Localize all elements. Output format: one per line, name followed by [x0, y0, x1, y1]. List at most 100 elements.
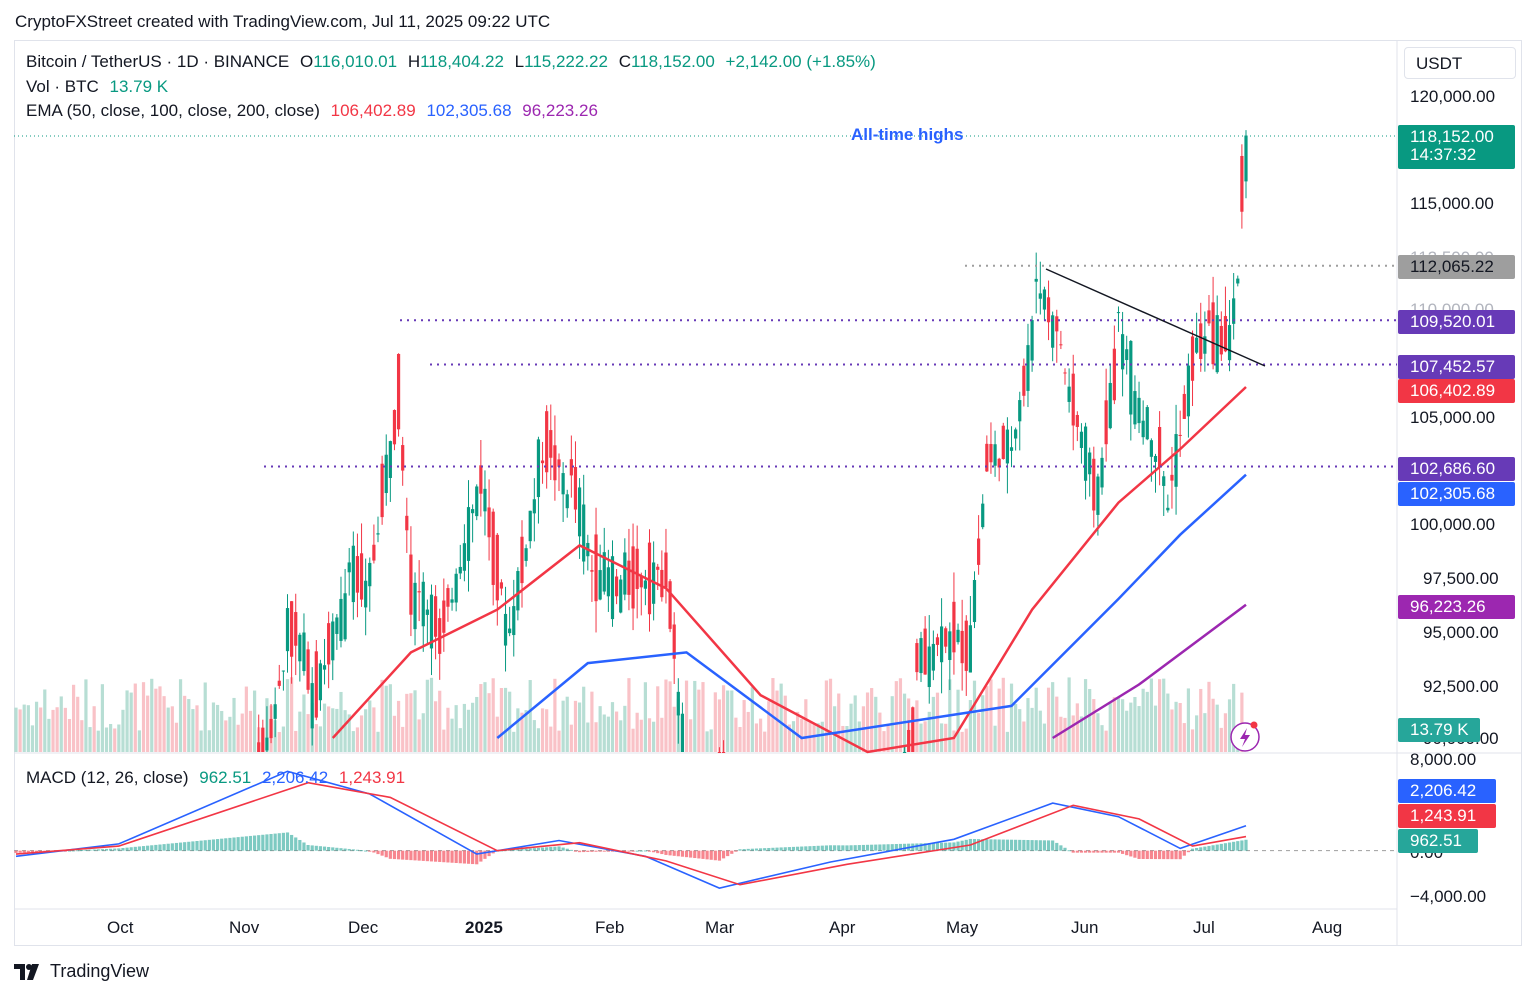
- candle-body: [660, 569, 664, 598]
- candle-body: [1059, 344, 1063, 346]
- macd-hist-bar: [602, 850, 606, 852]
- candle-body: [277, 680, 281, 686]
- macd-hist-bar: [121, 848, 125, 851]
- macd-hist-bar: [178, 842, 183, 851]
- macd-hist-bar: [277, 833, 281, 851]
- volume-bar: [347, 714, 351, 752]
- volume-bar: [51, 709, 55, 752]
- macd-title[interactable]: MACD (12, 26, close): [26, 768, 189, 787]
- volume-bar: [553, 678, 557, 752]
- volume-bar: [154, 688, 158, 752]
- macd-hist-bar: [248, 835, 253, 851]
- candle-body: [598, 570, 602, 600]
- candle-body: [1219, 325, 1223, 355]
- volume-bar: [968, 700, 972, 752]
- macd-hist-bar: [532, 848, 536, 851]
- annotation-all-time-highs[interactable]: All-time highs: [851, 125, 963, 144]
- volume-bar: [1063, 717, 1067, 752]
- currency-unit-button[interactable]: USDT: [1404, 47, 1516, 79]
- macd-line-label: 2,206.42: [1398, 779, 1496, 803]
- volume-bar: [491, 678, 495, 752]
- macd-hist-bar: [948, 842, 952, 851]
- candle-body: [931, 643, 935, 671]
- volume-bar: [726, 690, 730, 752]
- ema-line: [496, 473, 1247, 740]
- candle-body: [1190, 336, 1195, 381]
- volume-bar: [878, 712, 882, 752]
- volume-bar: [701, 682, 705, 752]
- candle-body: [343, 593, 347, 640]
- macd-hist-bar: [1100, 850, 1104, 853]
- volume-bar: [590, 691, 594, 752]
- macd-hist-bar: [1219, 843, 1223, 851]
- macd-hist-bar: [783, 847, 787, 851]
- macd-hist-bar: [446, 850, 450, 863]
- macd-hist-bar: [734, 850, 738, 852]
- volume-bar: [1186, 688, 1191, 752]
- candle-body: [549, 430, 553, 458]
- macd-hist-bar: [1108, 850, 1112, 853]
- volume-title[interactable]: Vol · BTC: [26, 77, 99, 96]
- macd-hist-bar: [298, 839, 302, 851]
- ema-title[interactable]: EMA (50, close, 100, close, 200, close): [26, 101, 320, 120]
- volume-bar: [1219, 727, 1223, 752]
- macd-hist-bar: [466, 850, 471, 864]
- macd-line-value: 2,206.42: [261, 768, 329, 787]
- candle-body: [466, 507, 471, 561]
- macd-hist-bar: [553, 846, 557, 851]
- volume-bar: [314, 724, 318, 752]
- macd-hist-label: 962.51: [1398, 829, 1478, 853]
- volume-bar: [335, 708, 339, 752]
- macd-hist-bar: [96, 849, 100, 851]
- volume-bar: [1046, 687, 1051, 752]
- volume-bar: [931, 696, 935, 752]
- macd-hist-bar: [1038, 840, 1042, 851]
- volume-bar: [1232, 683, 1236, 752]
- ema100-value: 102,305.68: [426, 101, 512, 120]
- candle-body: [1170, 474, 1174, 481]
- candle-body: [1046, 297, 1051, 323]
- volume-bar: [158, 686, 162, 752]
- macd-hist-bar: [409, 850, 413, 861]
- last-price: 118,152.00: [1410, 127, 1494, 146]
- candle-body: [561, 473, 565, 495]
- macd-hist-bar: [1158, 850, 1162, 860]
- volume-bar: [1055, 696, 1059, 752]
- volume-bar: [573, 700, 578, 752]
- volume-bar: [47, 718, 51, 752]
- macd-hist-bar: [857, 845, 861, 851]
- low-label: L: [514, 52, 525, 71]
- trend-line[interactable]: [1045, 268, 1266, 367]
- time-tick: May: [946, 918, 979, 937]
- macd-hist-bar: [199, 840, 203, 851]
- volume-bar: [664, 679, 668, 752]
- tradingview-logo[interactable]: TradingView: [14, 961, 149, 982]
- volume-bar: [483, 682, 487, 752]
- macd-hist-bar: [1203, 846, 1207, 851]
- macd-hist-bar: [771, 847, 775, 851]
- volume-bar: [894, 681, 898, 752]
- volume-bar: [503, 687, 508, 752]
- lightning-icon[interactable]: [1230, 721, 1260, 752]
- macd-hist-bar: [1137, 850, 1141, 859]
- macd-hist-bar: [109, 848, 113, 851]
- volume-bar: [100, 684, 104, 752]
- volume-bar: [1199, 688, 1203, 752]
- macd-hist-bar: [1046, 840, 1051, 851]
- macd-hist-bar: [639, 850, 643, 852]
- macd-hist-bar: [331, 847, 335, 851]
- macd-hist-bar: [454, 850, 458, 864]
- macd-hist-bar: [952, 842, 956, 851]
- macd-hist-bar: [433, 850, 438, 862]
- volume-bar: [475, 696, 479, 752]
- symbol-title[interactable]: Bitcoin / TetherUS · 1D · BINANCE: [26, 52, 290, 71]
- volume-bar: [207, 730, 211, 752]
- volume-bar: [71, 684, 76, 752]
- candle-body: [981, 503, 985, 528]
- volume-bar: [1223, 713, 1228, 752]
- macd-hist-bar: [919, 843, 923, 851]
- volume-bar: [520, 712, 524, 752]
- volume-bar: [524, 710, 528, 752]
- macd-hist-bar: [981, 839, 985, 851]
